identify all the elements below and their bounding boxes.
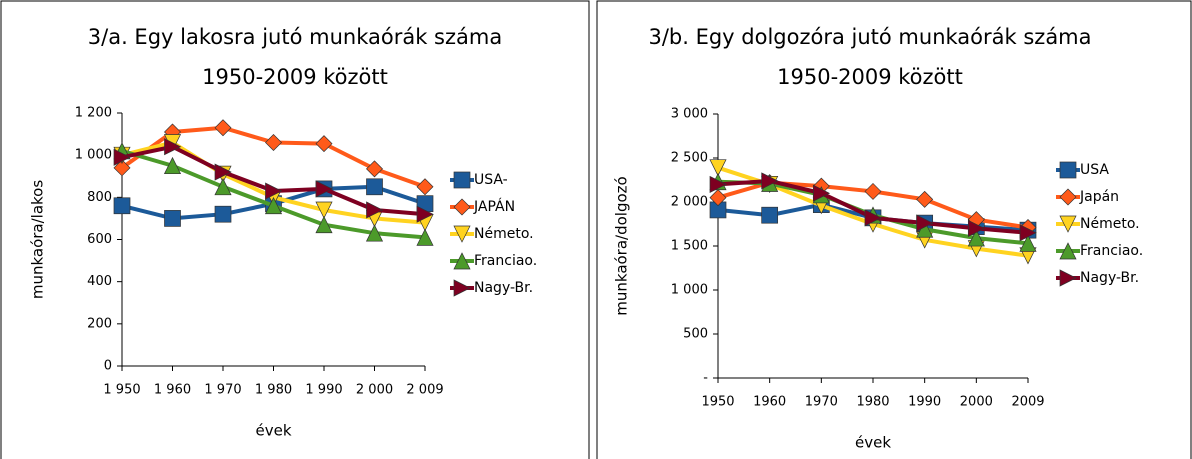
marker [365,224,384,242]
marker [864,182,882,200]
panel-border [0,0,590,459]
y-axis-label: munkaóra/dolgozó [613,176,631,315]
x-axis-label: évek [255,422,291,440]
legend-label: Németo. [1080,216,1140,232]
y-tick-label: 1 000 [671,283,708,298]
marker [265,182,283,200]
marker [164,210,181,227]
x-tick-label: 1950 [701,395,734,410]
y-tick-label: 600 [87,232,112,247]
marker [366,201,384,219]
marker [214,205,232,223]
x-tick-label: 1 980 [255,383,292,398]
marker [709,159,727,177]
y-tick-label: 3 000 [671,107,708,122]
x-tick-label: 1 970 [204,383,241,398]
marker [709,175,727,193]
x-tick-label: 1 960 [154,383,191,398]
x-tick-label: 1960 [753,395,786,410]
marker [967,229,985,247]
x-axis-label: évek [855,434,891,452]
legend-label: Nagy-Br. [474,280,533,296]
marker [864,209,882,227]
y-axis-label: munkaóra/lakos [29,180,47,300]
marker [916,214,934,232]
marker [453,279,471,297]
y-tick-label: 500 [683,327,708,342]
chart-subtitle: 1950-2009 között [777,65,963,89]
marker [812,184,831,202]
marker [709,189,727,207]
x-tick-label: 1970 [805,395,838,410]
marker [315,201,333,219]
legend-label: Japán [1079,189,1119,205]
marker [1019,234,1037,252]
marker [113,197,131,215]
marker [214,178,232,196]
marker [416,228,434,246]
legend-label: JAPÁN [473,198,515,215]
y-tick-label: 400 [87,274,112,289]
marker [366,178,383,196]
x-tick-label: 1990 [908,395,941,410]
x-tick-label: 1 990 [305,383,342,398]
marker [164,138,182,156]
marker [214,163,232,181]
marker [416,178,434,196]
marker [315,215,333,234]
marker [453,252,471,270]
marker [416,205,434,223]
chart-subtitle: 1950-2009 között [202,65,388,89]
legend-label: USA- [474,172,508,188]
marker [1059,161,1077,179]
x-tick-label: 2 009 [406,383,443,398]
marker [1059,188,1077,206]
chart-title: 3/a. Egy lakosra jutó munkaórák száma [88,25,502,49]
marker [315,180,333,198]
x-tick-label: 1980 [856,395,889,410]
legend-label: Németo. [474,226,534,242]
y-tick-label: 200 [87,316,112,331]
legend-label: Franciao. [474,253,537,269]
legend-label: USA [1080,162,1109,178]
marker [366,160,383,178]
marker [761,172,779,190]
marker [453,171,471,189]
marker [967,219,986,237]
marker [264,196,283,215]
marker [113,148,131,166]
y-tick-label: 1 000 [75,148,112,163]
marker [113,159,131,177]
marker [1019,224,1037,242]
marker [265,134,282,152]
x-tick-label: 2009 [1011,395,1044,410]
y-tick-label: 1 200 [75,106,112,121]
marker [916,190,934,208]
marker [163,156,182,175]
x-tick-label: 2000 [960,395,993,410]
y-tick-label: 800 [87,190,112,205]
marker [1059,269,1077,287]
y-tick-label: 0 [104,359,112,374]
marker [1059,215,1077,233]
y-tick-label: 2 500 [671,151,708,166]
legend-label: Franciao. [1080,243,1143,259]
y-tick-label: 1 500 [671,239,708,254]
x-tick-label: 1 950 [103,383,140,398]
y-tick-label: - [703,371,708,386]
legend-label: Nagy-Br. [1080,270,1139,286]
y-tick-label: 2 000 [671,195,708,210]
marker [761,206,779,224]
x-tick-label: 2 000 [356,383,393,398]
chart-title: 3/b. Egy dolgozóra jutó munkaórák száma [648,25,1091,49]
marker [214,119,232,137]
marker [1059,242,1077,260]
marker [315,135,333,153]
marker [453,225,471,243]
marker [453,198,471,216]
